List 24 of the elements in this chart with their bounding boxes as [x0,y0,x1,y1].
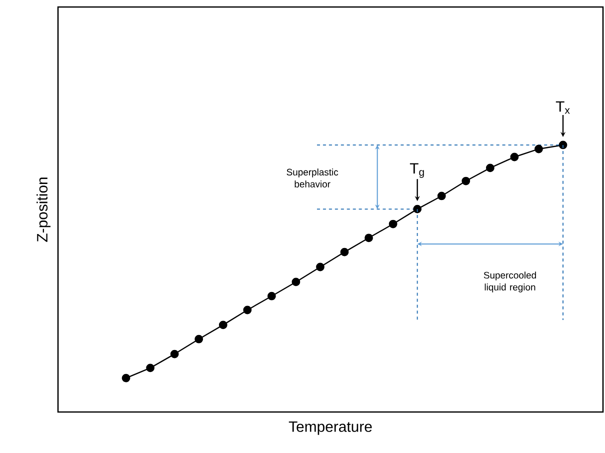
point [437,192,446,200]
point [267,292,276,300]
annotation: Superplastic behavior [286,168,338,188]
point [340,248,349,256]
point [146,364,154,372]
point [388,220,398,228]
point [316,262,324,272]
annotation: T$_{x}$ [556,101,570,114]
point [194,334,204,344]
point [364,234,373,242]
point [122,374,130,382]
point [462,176,470,186]
annotation: Supercooled liquid region [484,272,536,292]
point [243,306,252,314]
y-axis-title: Z-position [36,178,50,242]
annotation: T$_{g}$ [410,163,424,178]
point [510,152,519,162]
point [170,350,179,358]
point [218,320,228,330]
point [413,204,422,214]
point [534,144,543,154]
x-axis-title: Temperature [288,422,372,435]
point [486,164,494,172]
point [292,278,300,286]
